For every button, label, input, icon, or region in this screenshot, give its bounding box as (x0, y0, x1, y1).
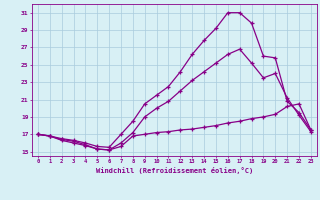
X-axis label: Windchill (Refroidissement éolien,°C): Windchill (Refroidissement éolien,°C) (96, 167, 253, 174)
